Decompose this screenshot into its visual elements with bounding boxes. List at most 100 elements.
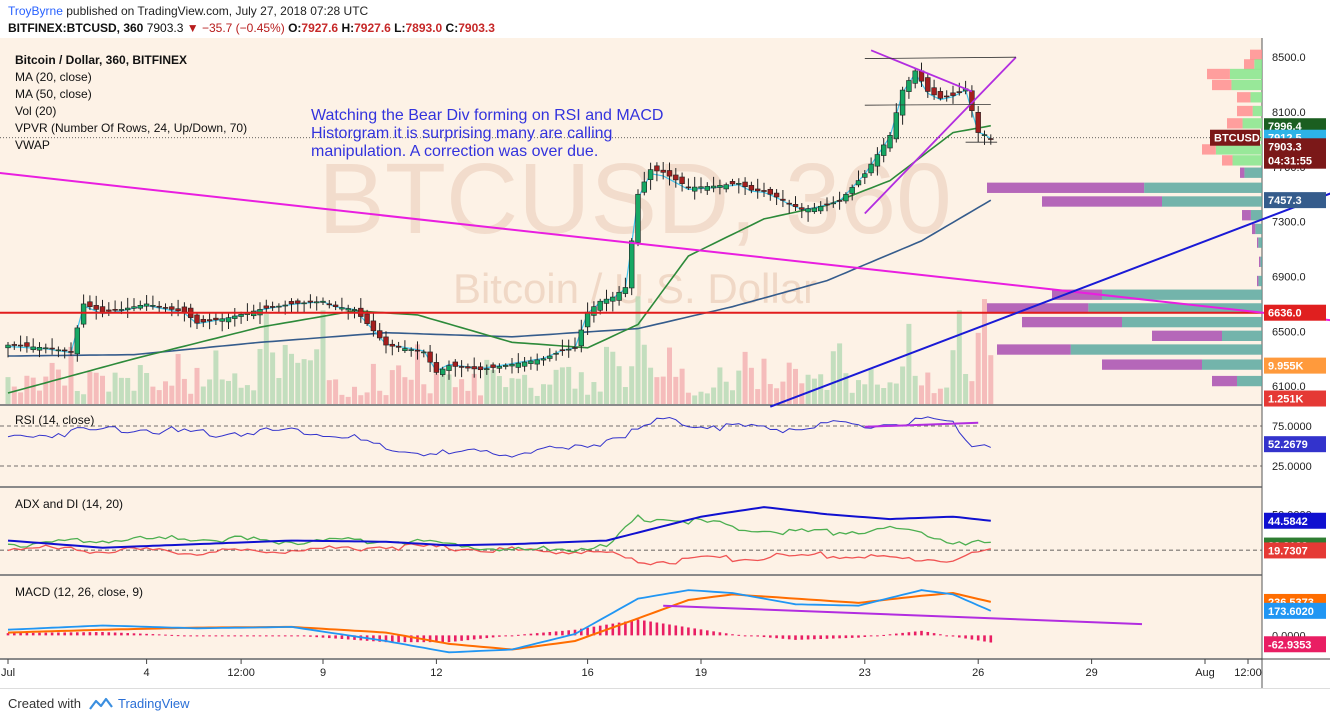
vpvr-down-row <box>1237 92 1251 103</box>
vpvr-up-row <box>1255 223 1262 235</box>
macd-histogram-bar <box>113 632 117 636</box>
candle-body <box>376 330 383 339</box>
macd-histogram-bar <box>668 624 671 636</box>
macd-histogram-bar <box>391 635 394 643</box>
close-value: 7903.3 <box>458 21 495 35</box>
candle-body <box>509 363 515 367</box>
candle-body <box>887 135 893 149</box>
vpvr-up-row <box>1122 316 1262 328</box>
candle-body <box>855 180 862 186</box>
volume-bar <box>641 344 647 404</box>
macd-histogram-bar <box>220 635 224 637</box>
macd-histogram-bar <box>687 627 690 636</box>
macd-histogram-bar <box>636 619 640 636</box>
adx-badge: 44.5842 <box>1268 516 1308 528</box>
candle-body <box>761 190 767 192</box>
macd-histogram-bar <box>428 635 432 643</box>
volume-bar <box>629 366 635 404</box>
volume-bar <box>263 314 269 404</box>
macd-histogram-bar <box>151 634 155 636</box>
candle-body <box>74 327 81 355</box>
volume-bar <box>774 388 780 404</box>
macd-histogram-bar <box>485 635 489 639</box>
candle-body <box>288 301 295 305</box>
tradingview-brand[interactable]: TradingView <box>118 696 190 711</box>
volume-bar <box>289 353 294 404</box>
macd-histogram-bar <box>876 635 879 637</box>
vpvr-down-row <box>1259 256 1261 267</box>
macd-histogram-bar <box>907 632 911 636</box>
adx-pane-title: ADX and DI (14, 20) <box>15 497 123 511</box>
volume-bar <box>478 395 483 404</box>
vpvr-down-row <box>1022 316 1122 328</box>
candle-body <box>710 185 717 189</box>
macd-badge-bg <box>1264 602 1326 619</box>
volume-bar <box>906 323 912 404</box>
candle-body <box>704 186 711 191</box>
candle-body <box>313 301 320 304</box>
volume-bar <box>849 392 855 404</box>
vpvr-up-row <box>1232 155 1262 166</box>
candle-body <box>232 315 238 319</box>
macd-histogram-bar <box>25 632 29 636</box>
volume-bar <box>673 376 679 404</box>
author-name[interactable]: TroyByrne <box>8 4 63 18</box>
candle-body <box>786 202 792 205</box>
candle-body <box>43 347 49 350</box>
volume-bar <box>761 358 767 404</box>
macd-histogram-bar <box>655 622 659 636</box>
low-value: 7893.0 <box>405 21 443 35</box>
macd-histogram-bar <box>309 635 312 637</box>
macd-histogram-bar <box>712 631 715 636</box>
vpvr-down-row <box>1257 237 1259 248</box>
volume-bar <box>30 377 36 404</box>
volume-bar <box>200 386 206 404</box>
price-badge-bg <box>1264 152 1326 169</box>
vpvr-up-row <box>1250 210 1262 221</box>
candle-body <box>811 207 818 212</box>
candle-body <box>339 307 345 310</box>
volume-bar <box>43 376 49 404</box>
time-tick-label: 9 <box>320 667 326 679</box>
macd-histogram-bar <box>592 626 596 636</box>
macd-histogram-bar <box>869 635 873 637</box>
candle-body <box>465 366 471 369</box>
volume-bar <box>163 381 168 404</box>
candle-body <box>723 184 729 190</box>
volume-bar <box>490 370 496 404</box>
candle-body <box>433 362 440 373</box>
volume-bar <box>830 351 836 404</box>
volume-bar <box>748 367 754 404</box>
candle-body <box>597 300 603 311</box>
vpvr-down-row <box>1042 196 1162 207</box>
candle-body <box>408 349 414 351</box>
candle-body <box>899 89 906 116</box>
volume-bar <box>717 367 723 404</box>
volume-bar <box>74 390 80 404</box>
vpvr-up-row <box>1162 196 1262 207</box>
macd-histogram-bar <box>781 635 785 639</box>
volume-bar <box>137 365 143 404</box>
volume-bar <box>893 383 899 404</box>
macd-histogram-bar <box>120 632 123 636</box>
macd-histogram-bar <box>523 634 526 636</box>
macd-histogram-bar <box>517 634 520 636</box>
vpvr-up-row <box>1215 144 1262 155</box>
candle-body <box>282 304 288 307</box>
volume-bar <box>106 391 112 404</box>
macd-histogram-bar <box>353 635 356 640</box>
candle-body <box>383 336 389 346</box>
macd-histogram-bar <box>699 629 703 636</box>
volume-bar <box>194 367 200 404</box>
candle-body <box>263 305 269 309</box>
volume-bar <box>150 386 156 404</box>
vpvr-down-row <box>1222 155 1233 166</box>
vpvr-up-row <box>1070 344 1262 355</box>
candle-body <box>131 306 137 309</box>
volume-bar <box>81 394 87 404</box>
candle-body <box>439 368 446 375</box>
volume-bar <box>427 393 433 404</box>
macd-histogram-bar <box>573 629 577 636</box>
candle-body <box>647 169 654 180</box>
